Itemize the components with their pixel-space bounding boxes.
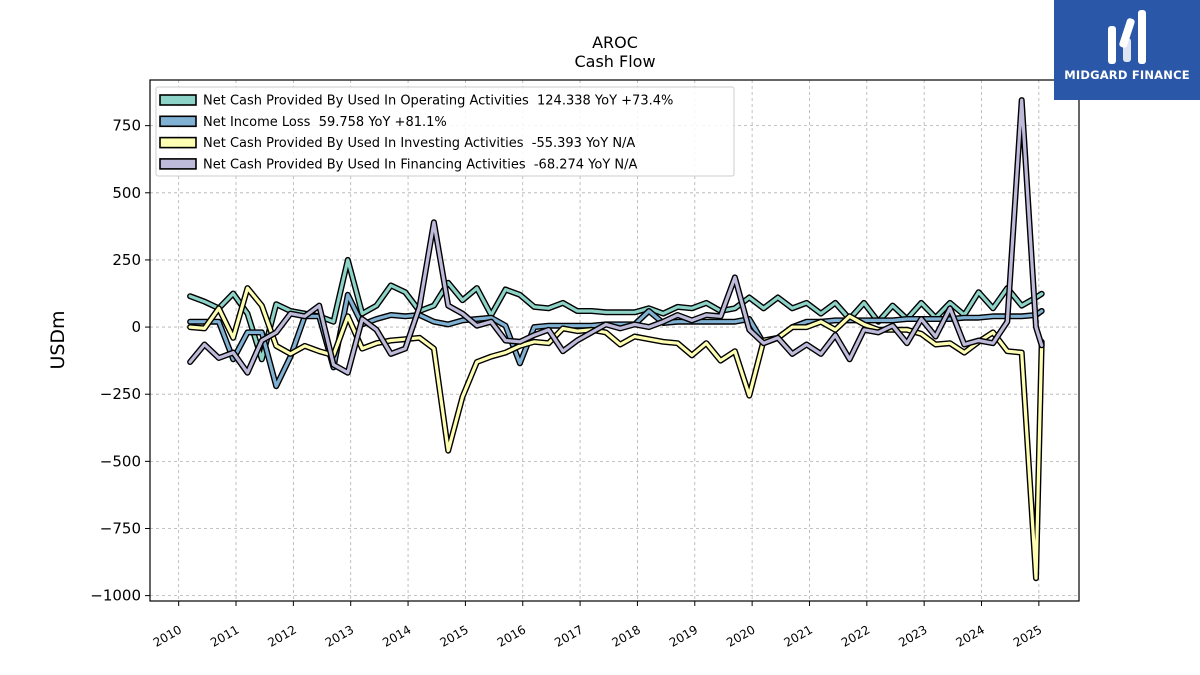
y-tick-label: −750 — [100, 519, 141, 537]
legend-swatch — [159, 115, 197, 128]
x-tick-label: 2018 — [609, 622, 642, 649]
x-tick-label: 2019 — [667, 622, 700, 649]
legend-entry: Net Cash Provided By Used In Financing A… — [203, 157, 638, 172]
series-line — [188, 98, 1044, 375]
x-tick-label: 2012 — [265, 622, 298, 649]
x-tick-label: 2011 — [208, 622, 241, 649]
y-tick-label: −1000 — [90, 587, 141, 605]
chart-title: AROC — [592, 33, 638, 52]
series-4 — [187, 97, 1045, 376]
x-tick-label: 2022 — [839, 622, 872, 649]
x-axis-ticks: 2010 2011 2012 2013 2014 2015 2016 2017 2018 2019… — [151, 601, 1044, 650]
x-tick-label: 2021 — [782, 622, 815, 649]
legend-swatch — [159, 136, 197, 149]
y-tick-label: 0 — [131, 318, 141, 336]
y-tick-label: 250 — [112, 251, 141, 269]
x-tick-label: 2016 — [495, 622, 528, 649]
y-axis-label: USDm — [47, 310, 69, 369]
series-lines — [187, 97, 1045, 582]
y-tick-label: −250 — [100, 385, 141, 403]
x-tick-label: 2020 — [724, 622, 757, 649]
legend-swatch — [159, 158, 197, 170]
legend: Net Cash Provided By Used In Operating A… — [155, 86, 735, 177]
legend-box — [155, 86, 735, 177]
chart-subtitle: Cash Flow — [574, 52, 655, 71]
x-tick-label: 2024 — [954, 622, 987, 649]
legend-swatch — [159, 94, 197, 106]
x-tick-label: 2025 — [1011, 622, 1044, 649]
brand-logo: MIDGARD FINANCE — [1054, 0, 1200, 100]
y-axis-ticks: 750 500 250 0 −250 −500 −750 −1000 — [90, 117, 150, 605]
legend-entry: Net Income Loss 59.758 YoY +81.1% — [203, 115, 447, 130]
x-tick-label: 2015 — [437, 622, 470, 649]
plot-area-frame — [149, 79, 1080, 602]
x-tick-label: 2013 — [323, 622, 356, 649]
y-tick-label: −500 — [100, 452, 141, 470]
x-tick-label: 2023 — [896, 622, 929, 649]
brand-name: MIDGARD FINANCE — [1064, 68, 1190, 82]
y-tick-label: 750 — [112, 117, 141, 135]
x-tick-label: 2017 — [552, 622, 585, 649]
brand-mark-icon — [1108, 10, 1146, 64]
legend-entry: Net Cash Provided By Used In Operating A… — [203, 94, 673, 109]
legend-entry: Net Cash Provided By Used In Investing A… — [203, 136, 635, 151]
x-tick-label: 2014 — [380, 622, 413, 649]
x-tick-label: 2010 — [151, 622, 184, 649]
y-tick-label: 500 — [112, 184, 141, 202]
